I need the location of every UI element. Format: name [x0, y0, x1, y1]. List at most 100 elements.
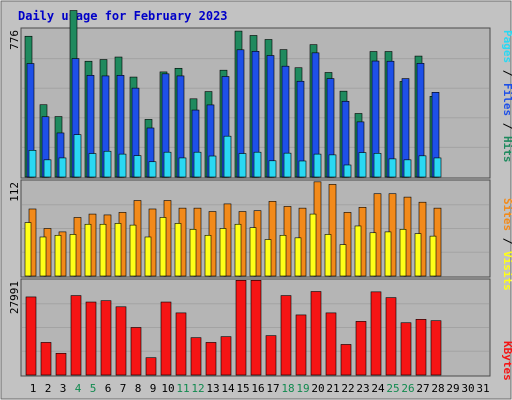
kbytes-bar [190, 337, 202, 376]
visits-bar [339, 244, 347, 277]
visits-bar [204, 234, 212, 277]
visits-bar [39, 236, 47, 277]
pages-bar [88, 153, 97, 178]
kbytes-bar [370, 291, 382, 376]
x-tick-label: 17 [266, 382, 279, 395]
pages-bar [178, 157, 187, 178]
legend-sep-3: / [501, 231, 512, 251]
visits-bar [249, 227, 257, 277]
pages-bar [28, 149, 37, 178]
pages-bar [103, 150, 112, 178]
pages-bar [343, 164, 352, 178]
pages-bar [58, 157, 67, 178]
kbytes-bar [355, 321, 367, 376]
x-tick-label: 19 [296, 382, 309, 395]
x-tick-label: 8 [135, 382, 142, 395]
legend-sep-1: / [501, 63, 512, 83]
pages-bar [208, 155, 217, 178]
bars-layer [24, 10, 442, 376]
kbytes-bar [115, 306, 127, 376]
visits-bar [414, 233, 422, 277]
pages-bar [163, 151, 172, 178]
legend-sep-2: / [501, 116, 512, 136]
x-tick-label: 27 [416, 382, 429, 395]
visits-bar [24, 222, 32, 277]
visits-bar [279, 234, 287, 277]
sites-bar [343, 212, 352, 277]
x-tick-label: 22 [341, 382, 354, 395]
visits-bar [219, 228, 227, 277]
pages-bar [193, 151, 202, 178]
x-tick-label: 12 [191, 382, 204, 395]
hits-ymax-label: 776 [8, 30, 21, 50]
x-tick-label: 7 [120, 382, 127, 395]
kbytes-bar [235, 280, 247, 376]
kbytes-bar [70, 295, 82, 376]
x-tick-label: 23 [356, 382, 369, 395]
kbytes-bar [280, 295, 292, 376]
visits-bar [189, 229, 197, 277]
legend-hits: Hits [501, 136, 512, 163]
pages-bar [403, 159, 412, 178]
kbytes-bar [85, 301, 97, 376]
visits-bar [69, 234, 77, 277]
x-tick-label: 30 [461, 382, 474, 395]
pages-bar [223, 135, 232, 178]
kbytes-ymax-label: 27991 [8, 281, 21, 314]
kbytes-bar [400, 322, 412, 376]
pages-bar [253, 151, 262, 178]
legend-files: Files [501, 83, 512, 116]
visits-bar [384, 231, 392, 277]
x-tick-label: 18 [281, 382, 294, 395]
visits-bar [114, 223, 122, 277]
visits-bar [234, 223, 242, 277]
x-tick-label: 31 [476, 382, 489, 395]
visits-bar [399, 229, 407, 277]
hits-legend: Pages / Files / Hits [501, 30, 512, 163]
kbytes-bar [385, 297, 397, 376]
visits-bar [144, 236, 152, 277]
sites-bar [328, 184, 337, 277]
x-tick-label: 21 [326, 382, 339, 395]
visits-bar [429, 235, 437, 277]
kbytes-bar [220, 336, 232, 376]
pages-bar [433, 157, 442, 178]
kbytes-bar [340, 344, 352, 376]
pages-bar [358, 152, 367, 178]
sites-legend: Sites / Visits [501, 198, 512, 291]
visits-bar [174, 223, 182, 277]
chart-title: Daily usage for February 2023 [18, 9, 228, 23]
x-tick-label: 25 [386, 382, 399, 395]
visits-bar [129, 224, 137, 277]
visits-bar [264, 239, 272, 277]
legend-sites: Sites [501, 198, 512, 231]
x-tick-label: 11 [176, 382, 189, 395]
x-tick-label: 29 [446, 382, 459, 395]
x-tick-label: 10 [161, 382, 174, 395]
pages-bar [283, 152, 292, 178]
pages-bar [328, 154, 337, 178]
x-tick-label: 20 [311, 382, 324, 395]
kbytes-bar [325, 312, 337, 376]
visits-bar [54, 234, 62, 277]
visits-bar [309, 213, 317, 277]
visits-bar [354, 225, 362, 277]
pages-bar [388, 158, 397, 178]
kbytes-bar [415, 319, 427, 376]
sites-ymax-label: 112 [8, 182, 21, 202]
pages-bar [418, 155, 427, 178]
visits-bar [324, 234, 332, 277]
x-tick-label: 16 [251, 382, 264, 395]
x-tick-label: 13 [206, 382, 219, 395]
kbytes-legend: KBytes [501, 341, 512, 381]
x-tick-label: 9 [150, 382, 157, 395]
visits-bar [294, 237, 302, 277]
x-tick-label: 4 [75, 382, 82, 395]
legend-pages: Pages [501, 30, 512, 63]
kbytes-bar [100, 300, 112, 376]
kbytes-bar [145, 357, 157, 376]
pages-bar [73, 134, 82, 178]
kbytes-bar [175, 312, 187, 376]
kbytes-bar [295, 314, 307, 376]
